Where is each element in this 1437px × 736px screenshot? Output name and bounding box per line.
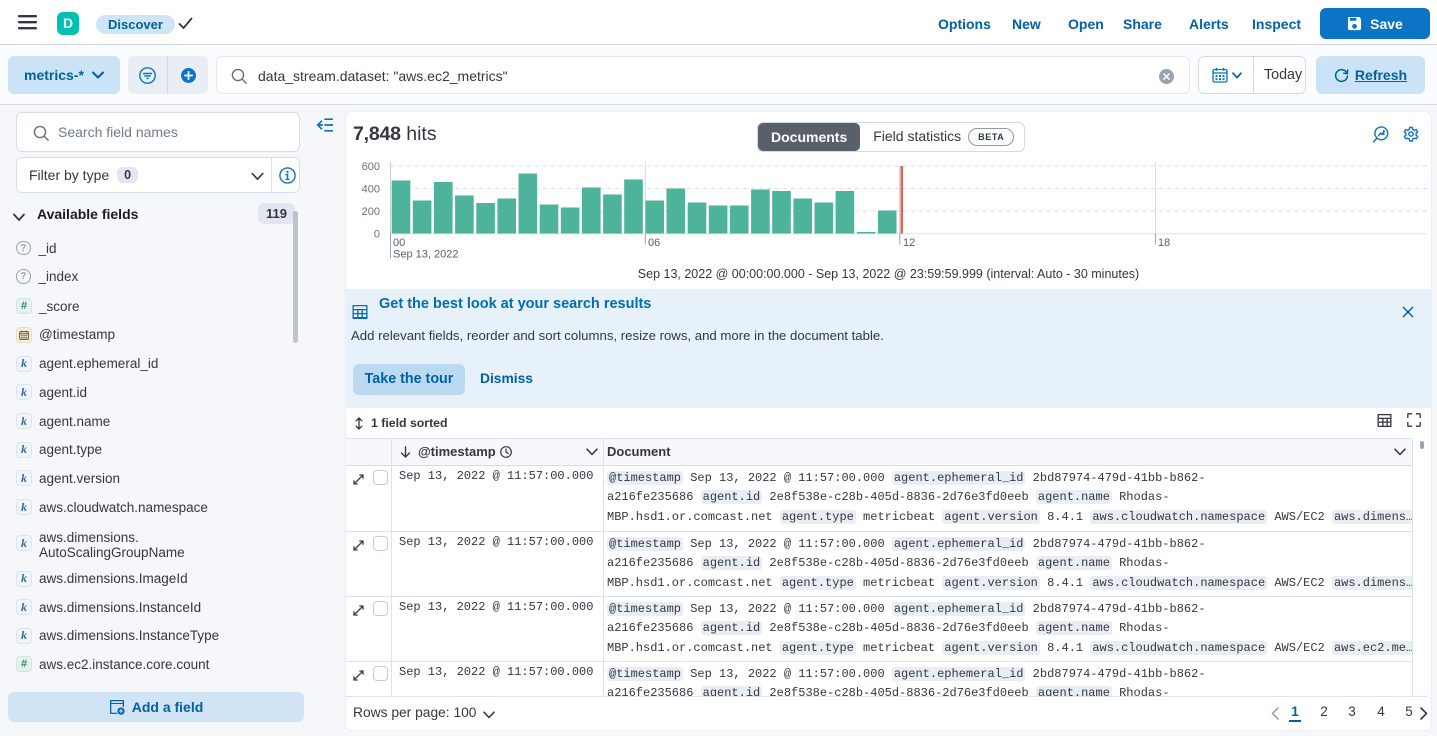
svg-text:200: 200 [362, 206, 380, 218]
svg-text:12: 12 [903, 237, 915, 249]
svg-text:0: 0 [374, 229, 380, 241]
svg-text:400: 400 [362, 184, 380, 196]
svg-text:06: 06 [648, 237, 660, 249]
svg-text:600: 600 [362, 161, 380, 173]
svg-text:18: 18 [1158, 237, 1170, 249]
svg-text:00: 00 [393, 237, 405, 249]
svg-text:Sep 13, 2022: Sep 13, 2022 [393, 249, 458, 261]
